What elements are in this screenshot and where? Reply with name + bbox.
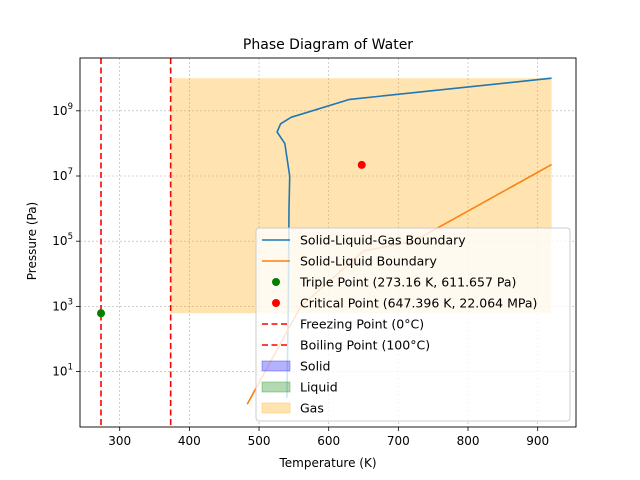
- legend-label-critical-point: Critical Point (647.396 K, 22.064 MPa): [300, 296, 537, 311]
- x-tick-label: 700: [387, 434, 410, 448]
- point-critical-point: [357, 160, 366, 169]
- x-tick-label: 600: [317, 434, 340, 448]
- y-tick-label: 103: [52, 297, 73, 313]
- x-tick-label: 500: [248, 434, 271, 448]
- legend-handle-gas: [261, 402, 291, 414]
- legend-label-triple-point: Triple Point (273.16 K, 611.657 Pa): [299, 275, 516, 290]
- x-tick-label: 900: [526, 434, 549, 448]
- x-tick-label: 800: [457, 434, 480, 448]
- legend-handle-liquid: [261, 381, 291, 393]
- x-tick-label: 300: [108, 434, 131, 448]
- chart-title: Phase Diagram of Water: [243, 37, 413, 53]
- legend-label-solid: Solid: [300, 359, 330, 374]
- legend: Solid-Liquid-Gas Boundary Solid-Liquid Bo…: [255, 227, 571, 422]
- y-axis-label: Pressure (Pa): [25, 202, 39, 280]
- legend-box: [255, 227, 571, 422]
- point-triple-point: [97, 309, 106, 318]
- legend-label-gas: Gas: [300, 401, 324, 416]
- y-tick-label: 101: [52, 363, 73, 379]
- legend-handle-critical-point: [272, 299, 280, 307]
- legend-handle-triple-point: [272, 278, 280, 286]
- axes-frame: [79, 57, 577, 428]
- legend-label-freezing-point: Freezing Point (0°C): [300, 317, 424, 332]
- y-tick-label: 109: [52, 102, 73, 118]
- legend-label-solid-liquid-gas-boundary: Solid-Liquid-Gas Boundary: [300, 233, 466, 248]
- legend-label-liquid: Liquid: [300, 380, 338, 395]
- legend-handle-solid: [261, 360, 291, 372]
- x-tick-label: 400: [178, 434, 201, 448]
- y-tick-label: 107: [52, 167, 73, 183]
- legend-label-boiling-point: Boiling Point (100°C): [300, 338, 430, 353]
- x-axis-label: Temperature (K): [278, 456, 376, 470]
- legend-label-solid-liquid-boundary: Solid-Liquid Boundary: [300, 254, 437, 269]
- y-tick-label: 105: [52, 232, 73, 248]
